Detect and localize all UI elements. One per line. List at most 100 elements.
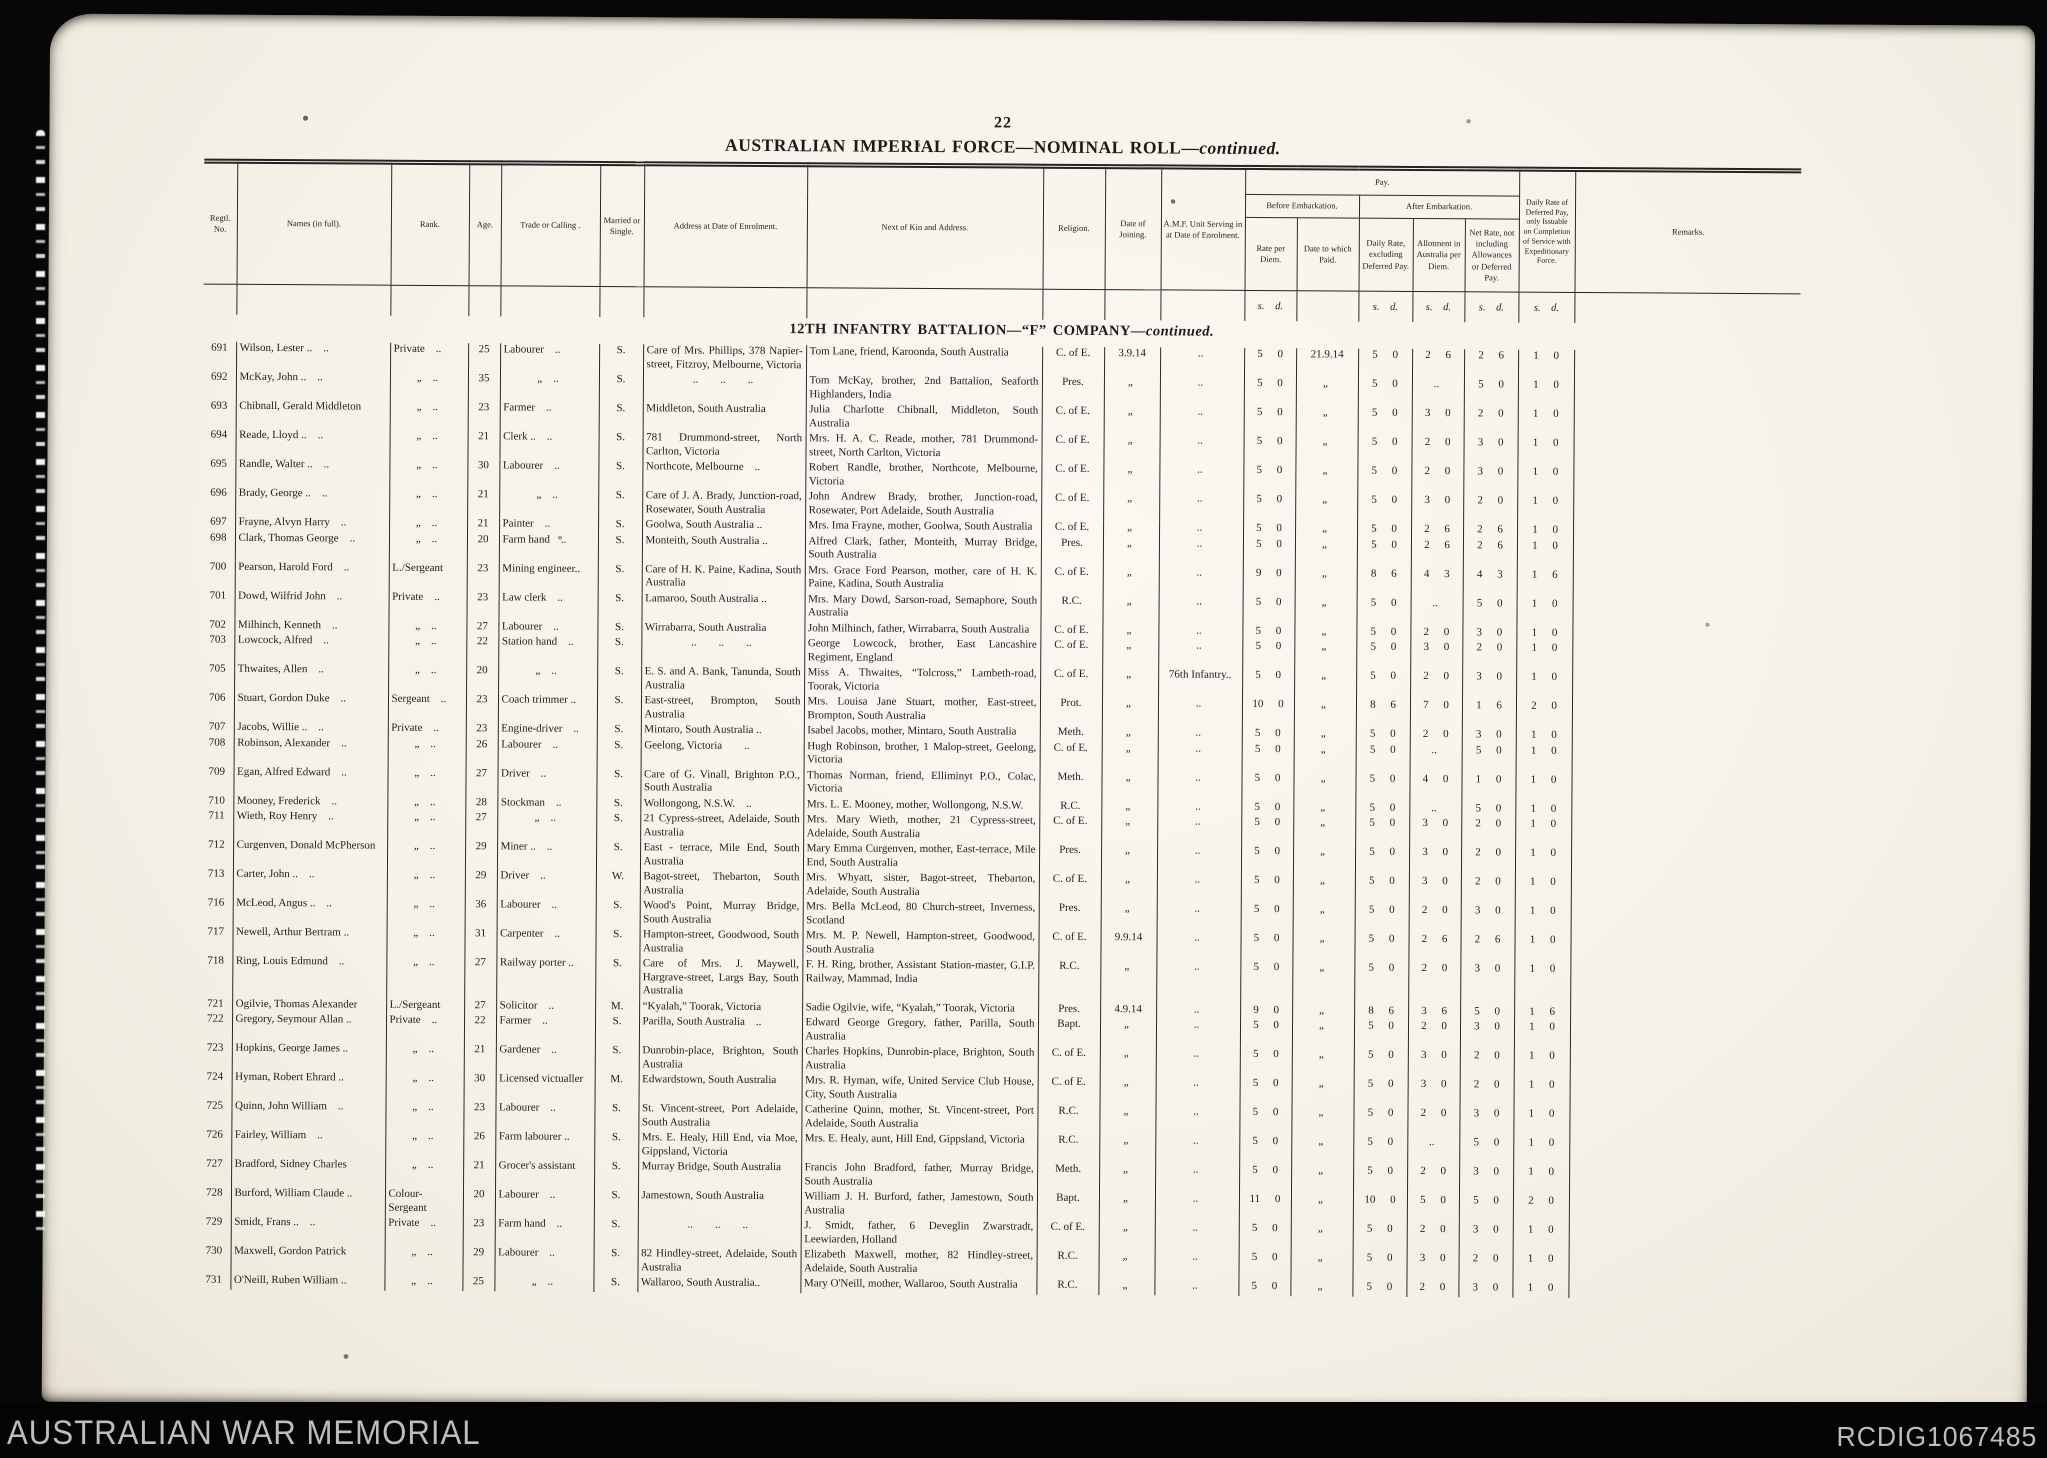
- cell-ms: S.: [597, 562, 642, 592]
- cell-rate: 5 0: [1243, 405, 1296, 436]
- sheet-content: 22 AUSTRALIAN IMPERIAL FORCE—NOMINAL ROL…: [197, 15, 1802, 1299]
- cell-no: 697: [210, 515, 227, 528]
- cell-joined: 4.9.14: [1100, 1002, 1157, 1019]
- cell-daily: 5 0: [1356, 625, 1411, 641]
- cell-deferred: 1 0: [1517, 378, 1575, 408]
- cell-no: 726: [206, 1128, 223, 1141]
- cell-no: 693: [210, 399, 228, 412]
- cell-no: 716: [207, 896, 225, 909]
- cell-joined: 3.9.14: [1103, 347, 1161, 377]
- cell-nok: Miss A. Thwaites, “Tolcross,” Lambeth-ro…: [804, 666, 1041, 697]
- cell-daily: 5 0: [1357, 493, 1412, 523]
- cell-religion: R.C.: [1039, 799, 1102, 816]
- cell-names: Wilson, Lester .. ..: [236, 341, 391, 372]
- cell-no: 696: [210, 486, 227, 499]
- cell-allot: 3 0: [1411, 406, 1464, 437]
- cell-remarks: [1573, 407, 1800, 439]
- table-header: Regtl. No. Names (in full). Rank. Age. T…: [203, 161, 1802, 294]
- cell-rank: Private ..: [385, 1013, 465, 1044]
- cell-religion: Pres.: [1041, 375, 1104, 406]
- cell-net: 3 0: [1461, 728, 1516, 745]
- cell-address: Parilla, South Australia ..: [638, 1015, 803, 1046]
- cell-ms: S.: [598, 430, 643, 461]
- cell-ms: S.: [596, 796, 641, 813]
- cell-net: 2 0: [1460, 846, 1516, 876]
- cell-nok: George Lowcock, brother, East Lancashire…: [804, 637, 1041, 668]
- cell-names: Lowcock, Alfred ..: [234, 633, 389, 664]
- cell-amf: ..: [1159, 347, 1245, 377]
- cell-names: Robinson, Alexander ..: [233, 736, 388, 767]
- cell-paid_to: „: [1293, 727, 1356, 744]
- cell-religion: Pres.: [1038, 843, 1102, 874]
- cell-rank: L./Sergeant: [386, 998, 465, 1015]
- cell-amf: ..: [1156, 931, 1241, 961]
- cell-rate: 5 0: [1240, 960, 1293, 1004]
- cell-address: Wood's Point, Murray Bridge, South Austr…: [639, 899, 803, 930]
- cell-amf: ..: [1159, 463, 1244, 493]
- cell-nok: Mrs. E. Healy, aunt, Hill End, Gippsland…: [801, 1132, 1038, 1163]
- cell-paid_to: „: [1292, 932, 1355, 962]
- cell-remarks: [1572, 641, 1799, 673]
- cell-names: Ogilvie, Thomas Alexander: [232, 997, 387, 1014]
- cell-daily: 5 0: [1356, 596, 1411, 626]
- cell-ms: S.: [597, 620, 642, 637]
- cell-ms: S.: [594, 1159, 639, 1190]
- cell-joined: „: [1101, 815, 1158, 845]
- scanned-page: 22 AUSTRALIAN IMPERIAL FORCE—NOMINAL ROL…: [41, 13, 2036, 1414]
- cell-religion: C. of E.: [1041, 520, 1104, 537]
- cell-religion: C. of E.: [1041, 404, 1104, 435]
- cell-net: 3 0: [1462, 670, 1517, 700]
- cell-rate: 5 0: [1243, 376, 1296, 407]
- cell-address: Goolwa, South Australia ..: [642, 518, 806, 535]
- cell-amf: ..: [1159, 376, 1244, 406]
- cell-religion: R.C.: [1036, 1249, 1099, 1280]
- cell-joined: „: [1102, 623, 1159, 640]
- cell-daily: 5 0: [1353, 1135, 1408, 1165]
- cell-remarks: [1574, 349, 1801, 381]
- cell-allot: 7 0: [1409, 698, 1463, 729]
- cell-names: Quinn, John William ..: [231, 1099, 386, 1130]
- cell-joined: „: [1099, 1134, 1156, 1164]
- cell-rate: 10 0: [1241, 697, 1295, 728]
- cell-address: .. .. ..: [642, 373, 806, 404]
- cell-rate: 5 0: [1242, 624, 1295, 641]
- cell-rank: Private ..: [388, 590, 467, 620]
- cell-daily: 5 0: [1352, 1251, 1407, 1281]
- cell-ms: S.: [598, 372, 643, 403]
- cell-nok: Hugh Robinson, brother, 1 Malop-street, …: [803, 739, 1040, 771]
- cell-trade: Gardener ..: [495, 1043, 595, 1073]
- cell-religion: Pres.: [1040, 536, 1104, 566]
- cell-names: Mooney, Frederick ..: [233, 794, 388, 811]
- cell-address: East - terrace, Mile End, South Australi…: [639, 841, 804, 872]
- cell-daily: 5 0: [1355, 816, 1410, 846]
- cell-rate: 5 0: [1239, 1134, 1292, 1165]
- cell-rank: „ ..: [384, 1245, 463, 1276]
- cell-ms: S.: [596, 811, 641, 842]
- cell-rank: „ ..: [388, 619, 467, 636]
- cell-allot: 2 0: [1406, 1280, 1459, 1297]
- cell-amf: ..: [1159, 434, 1244, 464]
- cell-no: 692: [210, 370, 228, 383]
- cell-address: E. S. and A. Bank, Tanunda, South Austra…: [641, 665, 805, 696]
- cell-address: Care of H. K. Paine, Kadina, South Austr…: [641, 562, 805, 593]
- cell-names: Smidt, Frans .. ..: [230, 1215, 385, 1246]
- cell-rank: „ ..: [388, 634, 467, 665]
- cell-deferred: 1 0: [1515, 744, 1572, 774]
- cell-names: Egan, Alfred Edward ..: [233, 765, 388, 796]
- cell-names: Hyman, Robert Ehrard ..: [231, 1070, 386, 1101]
- cell-ms: S.: [598, 488, 643, 519]
- cell-remarks: [1573, 436, 1800, 468]
- cell-rate: 5 0: [1241, 742, 1294, 772]
- cell-trade: Stockman ..: [497, 795, 597, 812]
- cell-deferred: 1 0: [1515, 773, 1572, 803]
- cell-address: Middleton, South Australia: [642, 402, 806, 433]
- cell-joined: „: [1100, 902, 1157, 932]
- cell-nok: Mrs. Mary Wieth, mother, 21 Cypress-stre…: [803, 813, 1040, 844]
- cell-amf: ..: [1154, 1279, 1239, 1296]
- cell-joined: „: [1102, 565, 1159, 595]
- cell-ms: S.: [597, 591, 642, 621]
- cell-names: Stuart, Gordon Duke ..: [233, 691, 389, 722]
- cell-trade: Painter ..: [499, 517, 599, 534]
- cell-amf: ..: [1157, 697, 1243, 727]
